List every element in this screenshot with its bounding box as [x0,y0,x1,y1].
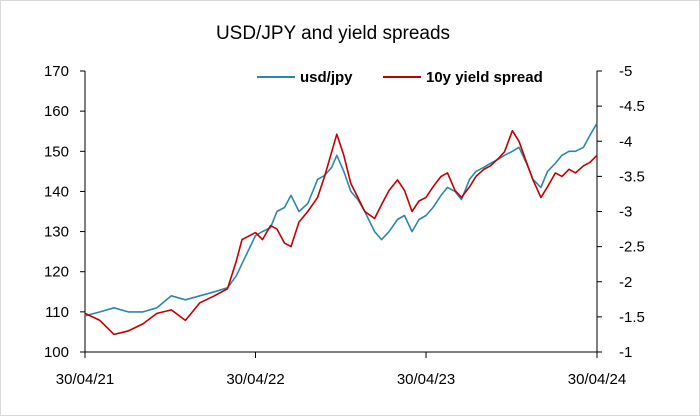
y-left-tick-label: 130 [44,224,69,241]
x-tick-label: 30/04/23 [397,371,455,388]
y-left-tick-label: 170 [44,63,69,80]
legend-label-yield-spread: 10y yield spread [426,69,543,86]
legend: usd/jpy 10y yield spread [257,69,543,86]
y-right-tick-label: -5 [619,63,632,80]
y-left-tick-label: 140 [44,183,69,200]
y-right-tick-label: -2 [619,274,632,291]
x-tick-label: 30/04/24 [568,371,626,388]
y-left-tick-label: 100 [44,344,69,361]
y-right-tick-label: -2.5 [619,239,645,256]
y-right-tick-label: -3 [619,204,632,221]
x-tick-label: 30/04/22 [226,371,284,388]
y-right-tick-label: -1.5 [619,309,645,326]
chart-title: USD/JPY and yield spreads [216,23,450,44]
y-left-tick-label: 160 [44,103,69,120]
legend-label-usd-jpy: usd/jpy [300,69,353,86]
series-line-usd-jpy [84,122,598,317]
y-left-tick-label: 120 [44,264,69,281]
plot-area: 100 110 120 130 140 150 160 170 -1 -1.5 -2 -2.5 -3 -3… [44,63,645,388]
y-left-tick-label: 150 [44,143,69,160]
y-right-tick-label: -3.5 [619,168,645,185]
y-right-tick-label: -4 [619,133,632,150]
x-tick-label: 30/04/21 [56,371,114,388]
y-right-tick-label: -1 [619,344,632,361]
y-left-tick-label: 110 [45,304,69,321]
y-right-tick-label: -4.5 [619,98,645,115]
series-line-yield-spread [84,129,598,336]
